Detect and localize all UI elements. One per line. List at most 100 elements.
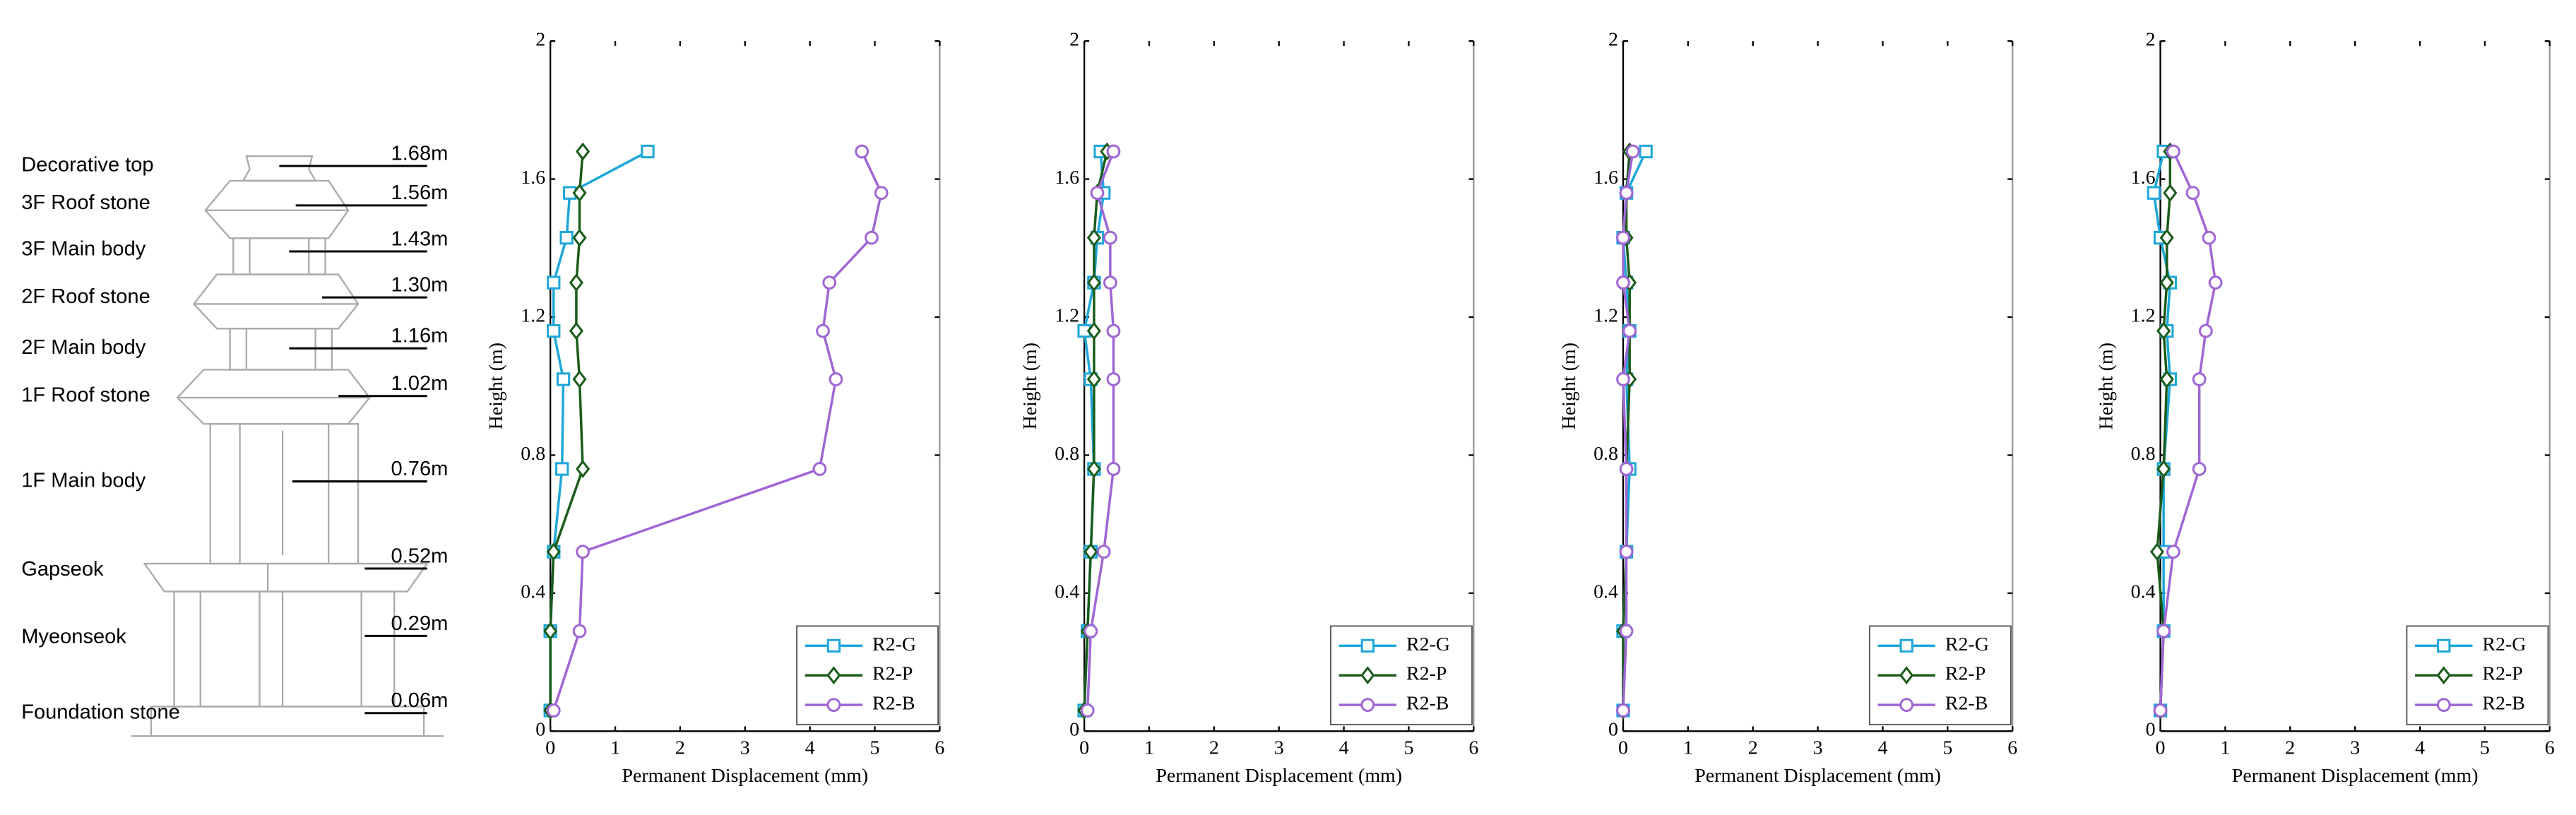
part-label: Foundation stone [21, 701, 180, 723]
height-label: 0.29m [391, 612, 449, 635]
x-tick-label: 2 [2285, 737, 2295, 759]
marker [559, 231, 574, 245]
legend-label: R2-P [872, 663, 913, 685]
marker [2149, 542, 2165, 561]
chart: 0 1 2 3 4 5 6 0 0.4 0.8 1.2 1.6 2 Permanent Displacem… [1558, 29, 2017, 787]
marker [546, 703, 561, 718]
y-tick-label: 1.2 [521, 304, 545, 326]
marker [546, 542, 561, 561]
marker [1619, 462, 1634, 476]
marker [1360, 698, 1375, 713]
legend-label: R2-G [1945, 633, 1989, 655]
marker [1086, 273, 1101, 292]
marker [865, 230, 879, 245]
x-tick-label: 6 [2007, 737, 2017, 759]
height-label: 1.56m [391, 182, 449, 204]
part-label: 3F Main body [21, 237, 146, 260]
x-tick-label: 6 [2545, 737, 2555, 759]
marker [543, 621, 558, 641]
x-tick-label: 4 [805, 737, 815, 759]
x-tick-label: 2 [675, 737, 685, 759]
y-tick-label: 1.6 [1593, 167, 1618, 189]
y-axis-label: Height (m) [1558, 343, 1580, 429]
x-axis-label: Permanent Displacement (mm) [1694, 765, 1941, 787]
marker [822, 275, 837, 290]
marker [826, 638, 841, 653]
marker [1616, 230, 1630, 245]
marker [855, 144, 869, 159]
marker [2208, 275, 2223, 290]
marker [2147, 186, 2161, 200]
y-tick-label: 1.6 [2131, 167, 2156, 189]
x-tick-label: 5 [1403, 737, 1413, 759]
marker [1103, 275, 1117, 290]
y-tick-label: 1.2 [1593, 304, 1618, 326]
marker [1639, 144, 1653, 159]
legend-box [2406, 625, 2549, 725]
height-label: 0.06m [391, 689, 449, 712]
marker [576, 545, 590, 559]
series-line [2156, 151, 2172, 711]
part-label: 1F Roof stone [21, 383, 150, 406]
marker [555, 462, 569, 476]
marker [812, 462, 827, 476]
part-label: 1F Main body [21, 469, 146, 492]
x-tick-label: 4 [2415, 737, 2425, 759]
x-tick-label: 4 [1339, 737, 1349, 759]
legend-label: R2-B [1945, 693, 1988, 715]
marker [547, 323, 561, 338]
y-tick-label: 1.2 [2131, 304, 2156, 326]
legend-label: R2-P [1406, 663, 1447, 685]
series-line [1622, 151, 1631, 711]
marker [1360, 638, 1375, 653]
legend-label: R2-B [872, 693, 915, 715]
marker [1106, 144, 1121, 159]
marker [2153, 703, 2168, 718]
y-tick-label: 0.4 [521, 581, 545, 602]
marker [2159, 273, 2174, 292]
series-line [552, 150, 883, 711]
marker [1616, 703, 1630, 718]
marker [1086, 228, 1101, 247]
x-tick-label: 3 [740, 737, 750, 759]
y-tick-label: 0.8 [1055, 443, 1079, 465]
marker [2202, 230, 2216, 245]
marker [547, 275, 561, 290]
height-label: 1.68m [391, 142, 449, 165]
marker [2156, 460, 2171, 478]
legend-label: R2-B [2482, 693, 2524, 715]
marker [829, 372, 843, 386]
marker [2185, 186, 2200, 201]
marker [2156, 321, 2171, 340]
marker [569, 273, 583, 292]
height-label: 1.43m [391, 227, 449, 250]
marker [1090, 186, 1105, 201]
y-tick-label: 2 [2146, 29, 2156, 51]
y-tick-label: 0.8 [521, 443, 545, 465]
marker [2437, 638, 2451, 653]
marker [1899, 638, 1913, 653]
marker [569, 321, 583, 340]
part-label: Gapseok [21, 558, 104, 581]
marker [874, 186, 889, 201]
series-line [1622, 151, 1634, 711]
marker [641, 144, 655, 159]
height-label: 0.76m [391, 458, 449, 480]
marker [1619, 624, 1634, 638]
series-line [1083, 151, 1108, 711]
x-tick-label: 0 [1618, 737, 1628, 759]
marker [1086, 370, 1101, 388]
marker [1616, 275, 1630, 290]
part-label: 2F Roof stone [21, 285, 150, 308]
marker [1080, 703, 1095, 718]
x-tick-label: 1 [1683, 737, 1693, 759]
chart: 0 1 2 3 4 5 6 0 0.4 0.8 1.2 1.6 2 Permanent Displacem… [2096, 29, 2555, 787]
marker [1086, 321, 1101, 340]
legend-label: R2-B [1406, 693, 1449, 715]
marker [1106, 462, 1121, 476]
marker [1084, 624, 1098, 638]
legend-label: R2-P [1945, 663, 1986, 685]
x-tick-label: 0 [2156, 737, 2166, 759]
marker [816, 323, 830, 338]
x-tick-label: 5 [1942, 737, 1952, 759]
